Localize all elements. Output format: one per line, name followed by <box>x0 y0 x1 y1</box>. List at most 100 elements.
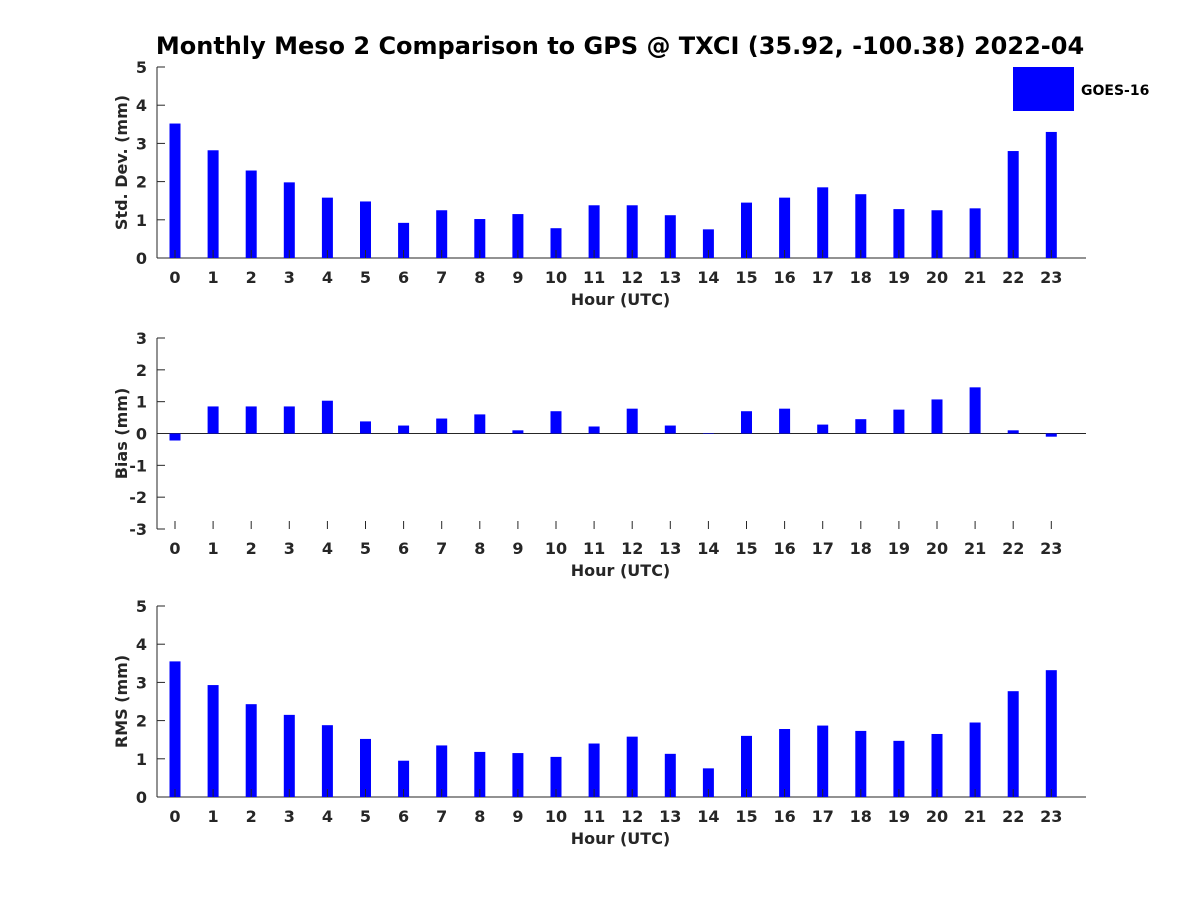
y-tick-label: 5 <box>136 597 147 616</box>
x-tick-label: 23 <box>1040 807 1062 826</box>
y-axis-label: Std. Dev. (mm) <box>112 95 131 230</box>
bar <box>1045 131 1057 258</box>
y-tick-label: 1 <box>136 750 147 769</box>
bar <box>436 418 448 434</box>
x-tick-label: 17 <box>812 539 834 558</box>
x-tick-label: 12 <box>621 539 643 558</box>
bar <box>969 387 981 434</box>
chart-title: Monthly Meso 2 Comparison to GPS @ TXCI … <box>156 32 1084 60</box>
y-axis-label: Bias (mm) <box>112 388 131 480</box>
bar <box>283 182 295 258</box>
bar <box>474 414 486 434</box>
y-tick-label: 4 <box>136 635 147 654</box>
x-tick-label: 0 <box>169 807 180 826</box>
y-tick-label: 0 <box>136 788 147 807</box>
bar <box>474 219 486 258</box>
y-tick-label: 0 <box>136 425 147 444</box>
bar <box>855 730 867 797</box>
x-tick-label: 15 <box>735 268 757 287</box>
bar <box>360 421 371 434</box>
x-tick-label: 10 <box>545 268 567 287</box>
x-tick-label: 3 <box>284 539 295 558</box>
bar <box>169 123 181 258</box>
x-tick-label: 5 <box>360 807 371 826</box>
bar <box>741 735 752 797</box>
bar <box>398 425 410 434</box>
x-tick-label: 20 <box>926 807 948 826</box>
bar <box>588 205 600 258</box>
x-tick-label: 14 <box>697 268 719 287</box>
y-tick-label: 5 <box>136 58 147 77</box>
x-tick-label: 6 <box>398 539 409 558</box>
x-tick-label: 6 <box>398 807 409 826</box>
x-tick-label: 11 <box>583 539 605 558</box>
x-tick-label: 23 <box>1040 539 1062 558</box>
bar <box>588 426 600 434</box>
bar <box>512 214 524 258</box>
bar <box>702 768 714 797</box>
x-tick-label: 9 <box>512 539 523 558</box>
bar <box>436 210 448 258</box>
bar <box>931 399 943 434</box>
x-tick-label: 6 <box>398 268 409 287</box>
bar <box>321 725 333 797</box>
x-tick-label: 1 <box>208 807 219 826</box>
bar <box>436 745 448 797</box>
x-tick-label: 14 <box>697 807 719 826</box>
y-tick-label: 4 <box>136 96 147 115</box>
x-tick-label: 9 <box>512 268 523 287</box>
bar <box>702 433 714 434</box>
x-tick-label: 10 <box>545 539 567 558</box>
x-tick-label: 5 <box>360 539 371 558</box>
x-tick-label: 23 <box>1040 268 1062 287</box>
bar <box>321 400 333 434</box>
bar <box>626 736 638 797</box>
x-axis-label: Hour (UTC) <box>571 561 671 580</box>
bar <box>1045 670 1057 797</box>
x-tick-label: 3 <box>284 268 295 287</box>
x-axis-label: Hour (UTC) <box>571 829 671 848</box>
bar <box>207 685 219 797</box>
x-tick-label: 12 <box>621 807 643 826</box>
bar <box>817 725 829 797</box>
x-tick-label: 21 <box>964 268 986 287</box>
bar <box>1007 691 1019 797</box>
bar <box>360 738 371 797</box>
bar <box>779 729 791 797</box>
bar <box>664 215 676 258</box>
x-tick-label: 20 <box>926 268 948 287</box>
x-tick-label: 2 <box>246 539 257 558</box>
bar <box>1045 433 1057 437</box>
bar <box>169 661 181 797</box>
y-tick-label: 2 <box>136 361 147 380</box>
y-tick-label: -3 <box>129 520 147 539</box>
bar <box>702 229 714 258</box>
x-tick-label: 18 <box>850 268 872 287</box>
x-tick-label: 19 <box>888 539 910 558</box>
bar <box>969 208 981 258</box>
bar <box>931 210 943 258</box>
bar <box>550 756 562 797</box>
x-tick-label: 16 <box>773 807 795 826</box>
bar <box>817 424 829 434</box>
x-axis-label: Hour (UTC) <box>571 290 671 309</box>
x-tick-label: 12 <box>621 268 643 287</box>
bar <box>893 209 905 258</box>
x-tick-label: 8 <box>474 807 485 826</box>
bar <box>779 408 791 434</box>
bar <box>779 197 791 258</box>
y-tick-label: 3 <box>136 329 147 348</box>
y-tick-label: 1 <box>136 393 147 412</box>
x-tick-label: 7 <box>436 807 447 826</box>
x-tick-label: 19 <box>888 807 910 826</box>
bar <box>817 187 829 258</box>
x-tick-label: 15 <box>735 807 757 826</box>
bar <box>855 419 867 434</box>
bar <box>626 408 638 434</box>
x-tick-label: 21 <box>964 539 986 558</box>
